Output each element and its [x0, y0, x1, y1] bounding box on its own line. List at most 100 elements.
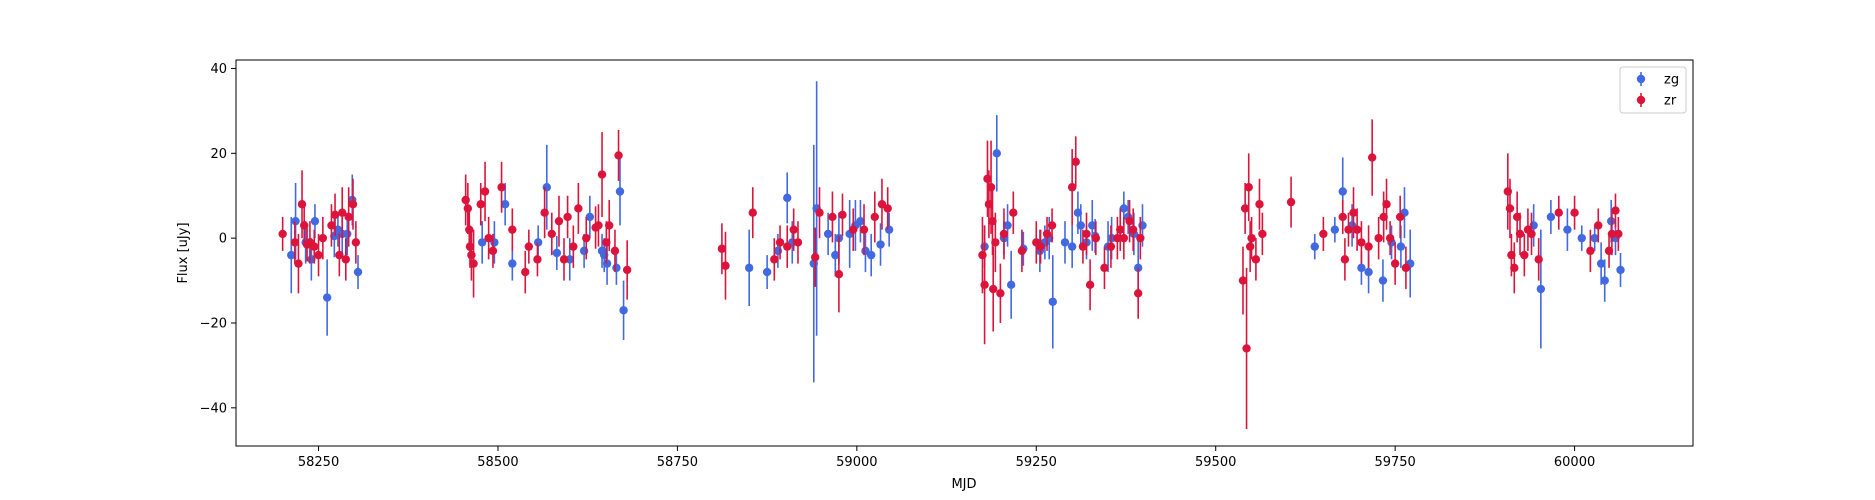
data-point [322, 293, 332, 302]
data-point [1510, 263, 1519, 273]
data-point [351, 238, 361, 247]
data-point [831, 250, 840, 260]
x-tick-label: 59250 [1016, 455, 1057, 470]
plot-layer [278, 81, 1625, 430]
data-point [1352, 225, 1362, 234]
data-point [1047, 221, 1057, 230]
data-point [1357, 238, 1366, 247]
data-point [1385, 233, 1395, 243]
data-point [1515, 229, 1525, 239]
data-point [565, 255, 574, 264]
legend-label: zg [1664, 73, 1679, 88]
data-point [559, 255, 569, 264]
data-point [469, 259, 478, 268]
data-point [1344, 225, 1353, 234]
y-tick-label: 0 [219, 232, 227, 247]
data-point [294, 259, 303, 268]
legend: zg zr [1619, 66, 1687, 114]
data-point [1078, 242, 1088, 251]
data-point [1310, 242, 1319, 251]
data-point [594, 221, 603, 230]
data-point [996, 289, 1005, 298]
data-point [1240, 204, 1250, 213]
data-point [980, 280, 989, 290]
data-point [1060, 238, 1070, 247]
data-point [563, 212, 572, 222]
data-point [1133, 289, 1143, 298]
data-point [597, 170, 607, 179]
data-point [876, 240, 885, 249]
data-point [1596, 259, 1606, 268]
data-point [823, 229, 833, 239]
data-point [859, 225, 869, 234]
data-point [310, 242, 319, 251]
data-point [883, 204, 892, 213]
data-point [614, 151, 623, 160]
data-point [1338, 187, 1347, 196]
data-point [1616, 265, 1625, 275]
series-zg [287, 81, 1625, 383]
data-point [1401, 263, 1411, 273]
data-point [615, 187, 625, 196]
legend-marker [1636, 95, 1646, 105]
data-point [1364, 242, 1373, 251]
data-point [327, 221, 336, 230]
data-point [789, 225, 798, 234]
x-tick-label: 58250 [298, 455, 339, 470]
plot-frame [235, 59, 1694, 447]
series-zr [278, 119, 1623, 430]
data-point [610, 246, 620, 256]
data-point [999, 229, 1009, 239]
data-point [335, 250, 344, 260]
data-point [1554, 208, 1563, 217]
data-point [1367, 153, 1377, 162]
legend-label: zr [1664, 94, 1677, 109]
data-point [1607, 229, 1617, 239]
data-point [1349, 208, 1358, 217]
data-point [547, 229, 557, 239]
data-point [569, 242, 578, 251]
data-point [762, 267, 772, 277]
data-point [1017, 246, 1027, 256]
data-point [343, 229, 352, 239]
data-point [1590, 233, 1599, 243]
data-point [721, 261, 730, 270]
data-point [1536, 284, 1546, 294]
y-tick-label: 20 [210, 147, 227, 162]
legend-marker [1636, 74, 1646, 84]
data-point [521, 267, 530, 277]
data-point [463, 204, 473, 213]
data-point [1091, 233, 1101, 243]
data-point [574, 204, 583, 213]
data-point [1067, 183, 1077, 192]
data-point [500, 200, 510, 209]
data-point [484, 233, 493, 243]
data-point [783, 242, 792, 251]
data-point [1116, 225, 1125, 234]
data-point [1071, 157, 1080, 167]
data-point [877, 200, 887, 209]
data-point [330, 210, 340, 220]
y-tick-label: −40 [200, 401, 227, 416]
data-point [744, 263, 754, 273]
data-point [1076, 221, 1085, 230]
data-point [811, 253, 820, 262]
data-point [1364, 267, 1373, 277]
data-point [1048, 297, 1057, 306]
y-tick-label: −20 [200, 316, 227, 331]
data-point [508, 259, 517, 268]
x-tick-label: 58500 [477, 455, 518, 470]
data-point [1382, 200, 1391, 209]
legend-box [1619, 66, 1687, 114]
data-point [612, 263, 621, 273]
data-point [540, 208, 549, 217]
data-point [793, 238, 803, 247]
data-point [770, 255, 779, 264]
data-point [1251, 255, 1261, 264]
data-point [348, 200, 358, 209]
data-point [585, 212, 595, 222]
data-point [1319, 229, 1328, 239]
data-point [554, 216, 564, 226]
data-point [870, 212, 879, 222]
data-point [290, 238, 300, 247]
